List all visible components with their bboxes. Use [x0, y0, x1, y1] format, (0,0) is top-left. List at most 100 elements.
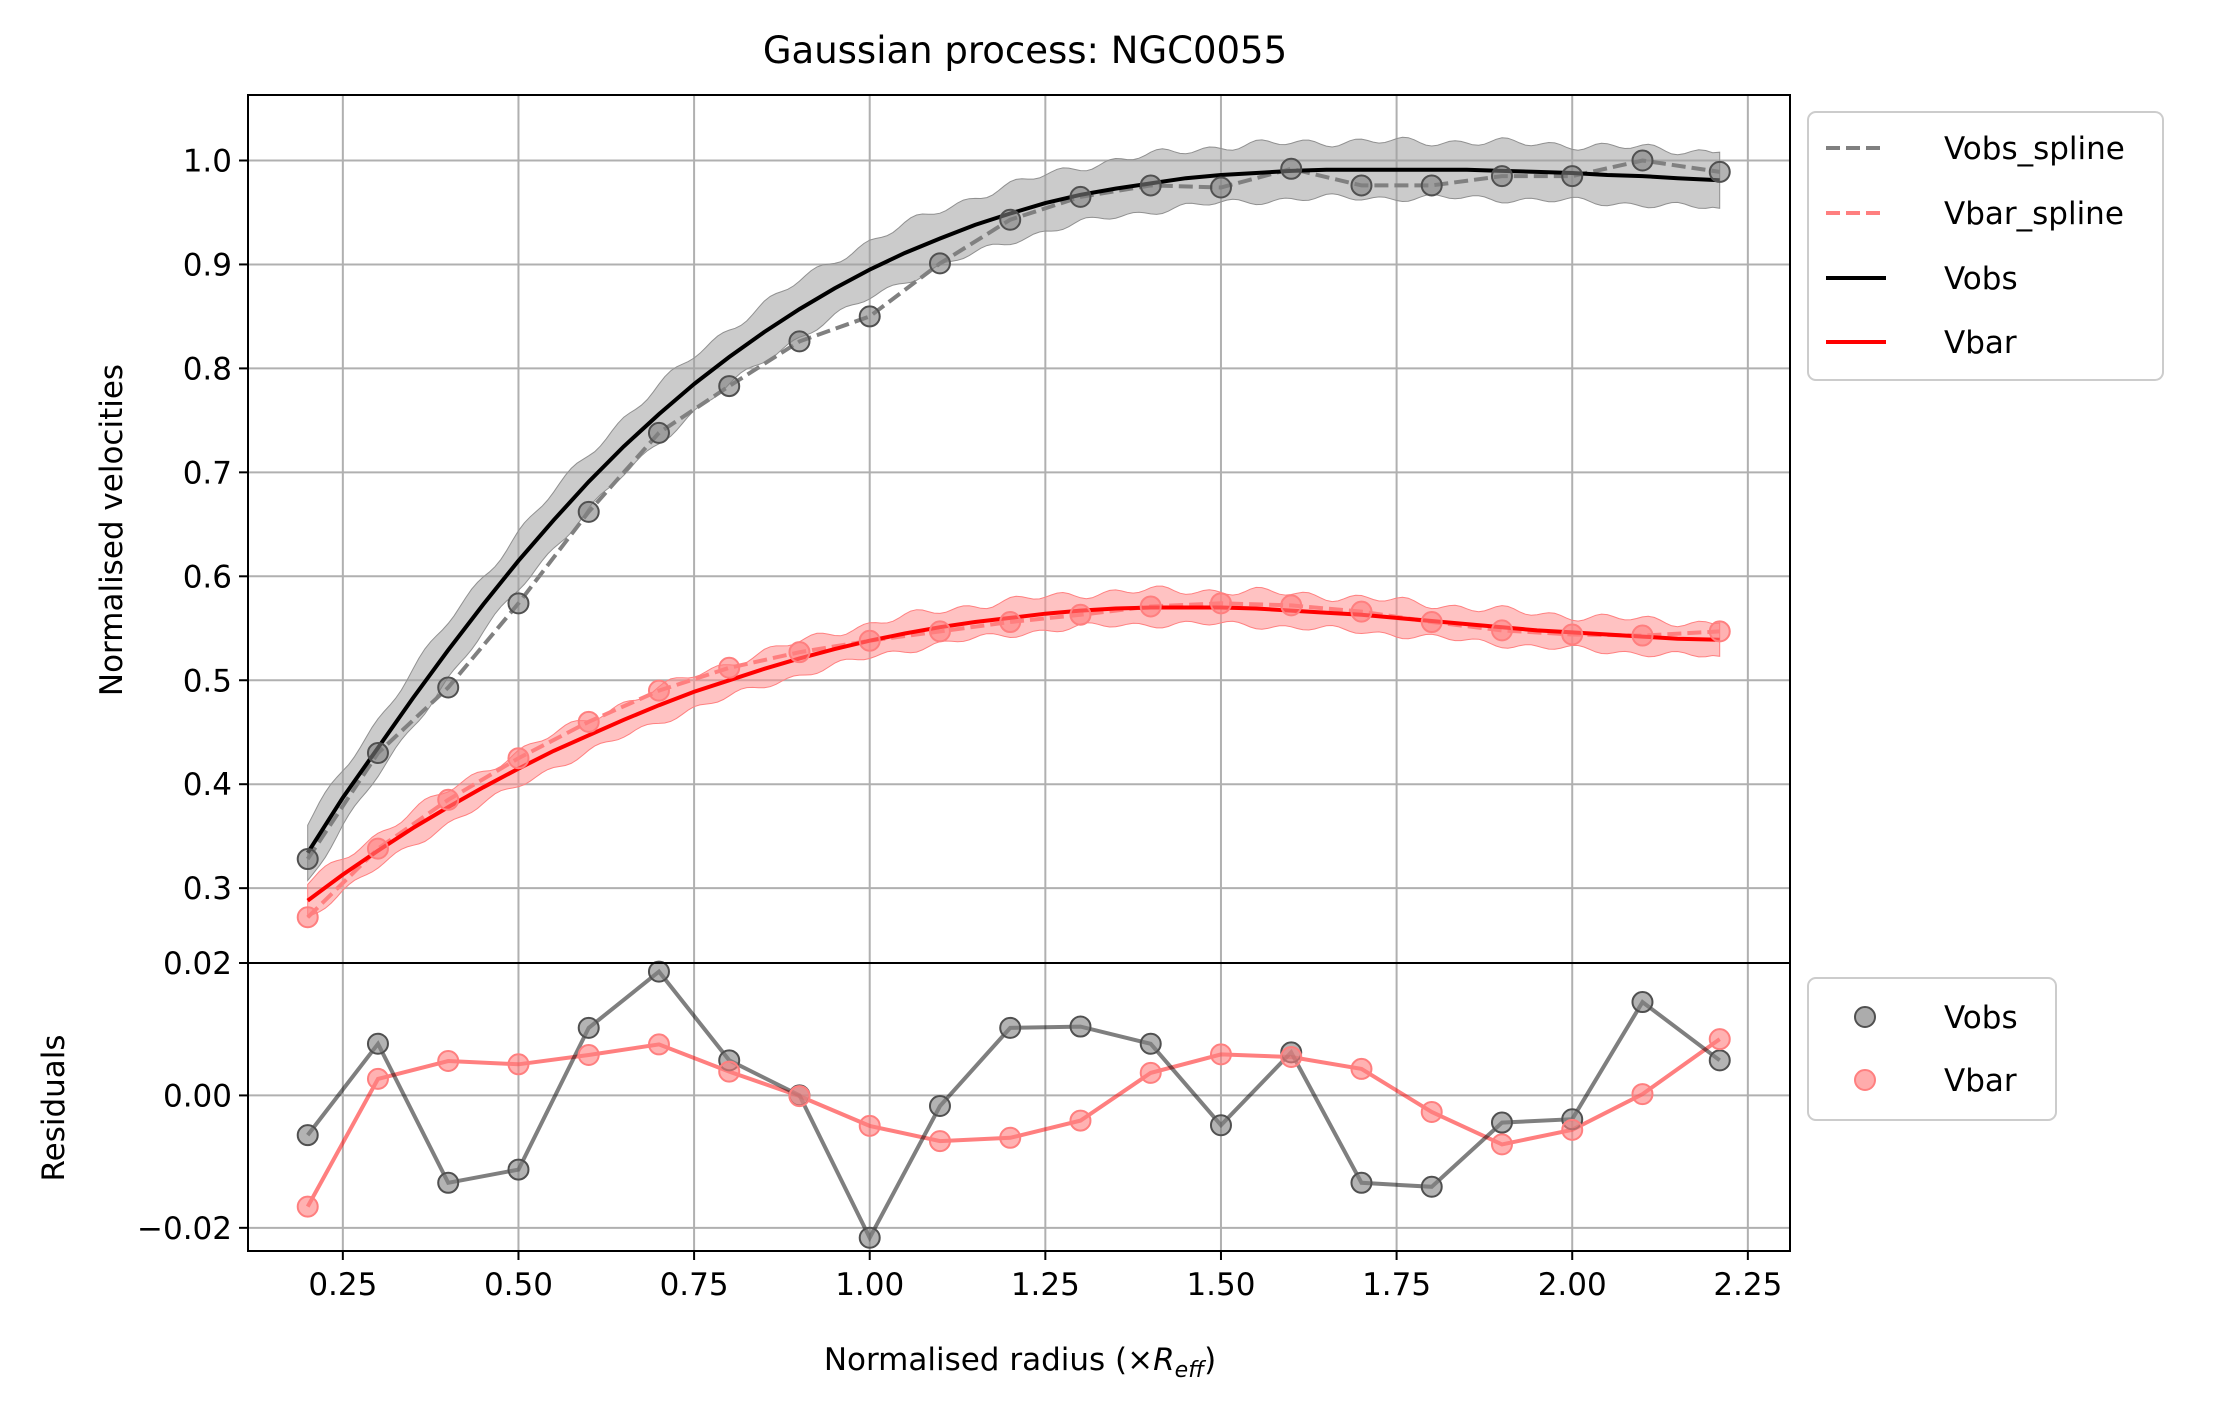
main-points — [296, 149, 1731, 929]
residual-axes-frame — [247, 962, 1791, 1252]
legend-label-vobs: Vobs — [1944, 261, 2018, 297]
vobs-point-2 — [437, 676, 460, 699]
residual-vobs-point-20 — [1708, 1049, 1731, 1072]
vobs-point-13 — [1209, 176, 1232, 199]
vobs-point-4 — [577, 500, 600, 523]
vbar-point-2 — [437, 788, 460, 811]
vobs-point-6 — [718, 375, 741, 398]
residual-vbar-point-13 — [1209, 1043, 1232, 1066]
residual-y-tick-label-2: 0.02 — [163, 946, 232, 982]
residual-vbar-point-19 — [1631, 1083, 1654, 1106]
residual-vbar-point-17 — [1490, 1133, 1513, 1156]
residual-vobs-point-5 — [647, 960, 670, 983]
residual-vobs-point-17 — [1490, 1111, 1513, 1134]
x-tick-label-3: 1.00 — [835, 1267, 904, 1303]
residual-vbar-point-8 — [858, 1114, 881, 1137]
vbar-point-8 — [858, 629, 881, 652]
main-y-tick-label-4: 0.7 — [183, 455, 232, 491]
x-tick-label-4: 1.25 — [1011, 1267, 1080, 1303]
vbar-point-16 — [1420, 611, 1443, 634]
main-y-tick-label-5: 0.8 — [183, 351, 232, 387]
residual-vbar-point-18 — [1561, 1118, 1584, 1141]
residual-vbar-point-9 — [928, 1130, 951, 1153]
residual-vbar-point-5 — [647, 1033, 670, 1056]
main-panel: 0.3 0.4 0.5 0.6 0.7 0.8 0.9 1.0 Normalised velo… — [94, 94, 1791, 964]
residual-vbar-point-1 — [366, 1067, 389, 1090]
residual-legend-box — [1807, 977, 2057, 1121]
x-axis-label-r: R — [1153, 1342, 1175, 1378]
residual-vobs-point-4 — [577, 1016, 600, 1039]
main-y-ticks: 0.3 0.4 0.5 0.6 0.7 0.8 0.9 1.0 — [183, 143, 248, 907]
x-axis-label-subscript: eff — [1175, 1358, 1207, 1383]
legend-label-vobs-spline: Vobs_spline — [1944, 131, 2125, 167]
vbar-point-13 — [1209, 592, 1232, 615]
residual-vbar-point-12 — [1139, 1061, 1162, 1084]
vbar-point-19 — [1631, 624, 1654, 647]
x-tick-label-0: 0.25 — [308, 1267, 377, 1303]
legend-label-resid-vbar: Vbar — [1944, 1063, 2017, 1099]
residual-vbar-point-20 — [1708, 1028, 1731, 1051]
residual-vobs-point-0 — [296, 1124, 319, 1147]
legend-label-vbar: Vbar — [1944, 325, 2017, 361]
vobs-point-5 — [647, 421, 670, 444]
vobs-point-17 — [1490, 165, 1513, 188]
vbar-point-0 — [296, 906, 319, 929]
residual-legend: Vobs Vbar — [1807, 977, 2057, 1121]
vbar-point-9 — [928, 620, 951, 643]
vobs-point-18 — [1561, 165, 1584, 188]
residual-y-tick-label-0: −0.02 — [137, 1211, 232, 1247]
residual-vobs-point-10 — [999, 1016, 1022, 1039]
residual-vobs-point-9 — [928, 1095, 951, 1118]
vobs-point-10 — [999, 208, 1022, 231]
vbar-point-4 — [577, 710, 600, 733]
x-ticks: 0.25 0.50 0.75 1.00 1.25 1.50 1.75 2.00 2.25 — [308, 1251, 1782, 1303]
residual-points — [296, 960, 1731, 1249]
residual-vobs-point-16 — [1420, 1175, 1443, 1198]
legend-label-vbar-spline: Vbar_spline — [1944, 196, 2124, 232]
main-y-tick-label-2: 0.5 — [183, 663, 232, 699]
vobs-point-16 — [1420, 174, 1443, 197]
vobs-point-7 — [788, 330, 811, 353]
main-y-tick-label-6: 0.9 — [183, 247, 232, 283]
main-y-tick-label-0: 0.3 — [183, 871, 232, 907]
residual-vbar-point-11 — [1069, 1109, 1092, 1132]
vobs-point-12 — [1139, 174, 1162, 197]
vbar-point-18 — [1561, 623, 1584, 646]
residual-vbar-point-14 — [1280, 1046, 1303, 1069]
vbar-point-14 — [1280, 594, 1303, 617]
residual-vobs-point-13 — [1209, 1114, 1232, 1137]
x-axis-label-main: Normalised radius (× — [824, 1342, 1153, 1378]
vbar-point-11 — [1069, 603, 1092, 626]
x-axis-label: Normalised radius (×Reff) — [824, 1342, 1216, 1383]
residual-vbar-point-4 — [577, 1044, 600, 1067]
vbar-point-6 — [718, 656, 741, 679]
vobs-point-14 — [1280, 157, 1303, 180]
vbar-point-10 — [999, 611, 1022, 634]
vbar-point-15 — [1350, 600, 1373, 623]
vobs-point-19 — [1631, 149, 1654, 172]
vobs-point-3 — [507, 592, 530, 615]
residual-vobs-point-19 — [1631, 991, 1654, 1014]
main-y-tick-label-3: 0.6 — [183, 559, 232, 595]
residual-vbar-point-0 — [296, 1195, 319, 1218]
main-legend: Vobs_spline Vbar_spline Vobs Vbar — [1807, 111, 2164, 381]
x-tick-label-1: 0.50 — [484, 1267, 553, 1303]
main-y-tick-label-7: 1.0 — [183, 143, 232, 179]
residual-vbar-point-3 — [507, 1053, 530, 1076]
residual-vbar-point-6 — [718, 1060, 741, 1083]
x-tick-label-2: 0.75 — [660, 1267, 729, 1303]
main-grid — [248, 95, 1790, 963]
residual-vobs-point-11 — [1069, 1015, 1092, 1038]
vobs-point-15 — [1350, 174, 1373, 197]
residual-vbar-point-7 — [788, 1085, 811, 1108]
vobs-point-11 — [1069, 185, 1092, 208]
legend-marker-resid-vbar — [1854, 1069, 1876, 1091]
x-tick-label-7: 2.00 — [1538, 1267, 1607, 1303]
residual-vbar-point-15 — [1350, 1057, 1373, 1080]
vbar-point-1 — [366, 837, 389, 860]
vobs-point-0 — [296, 848, 319, 871]
residual-vobs-point-1 — [366, 1032, 389, 1055]
main-y-axis-label: Normalised velocities — [94, 364, 130, 696]
residual-vobs-point-3 — [507, 1158, 530, 1181]
vbar-point-3 — [507, 747, 530, 770]
